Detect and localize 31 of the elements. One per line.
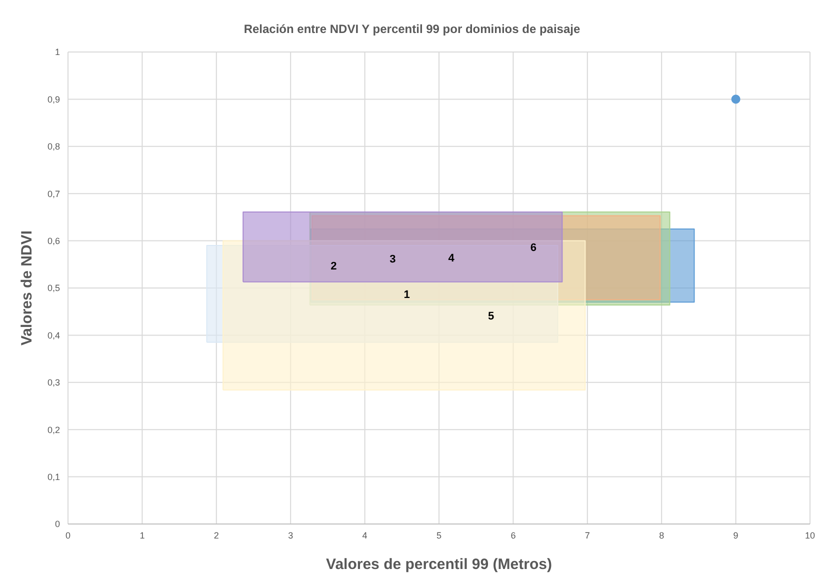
x-tick-label: 9 [733, 530, 738, 540]
y-axis-title: Valores de NDVI [18, 230, 36, 346]
y-tick-label: 1 [54, 47, 60, 58]
chart-title: Relación entre NDVI Y percentil 99 por dominios de paisaje [242, 22, 582, 36]
y-tick-label: 0,3 [47, 378, 60, 388]
x-tick-label: 2 [214, 530, 219, 540]
x-axis-title: Valores de percentil 99 (Metros) [326, 556, 552, 573]
x-tick-label: 10 [804, 530, 816, 540]
x-tick-label: 8 [659, 530, 664, 540]
series-label: 3 [390, 253, 396, 266]
y-tick-label: 0,4 [47, 330, 60, 340]
series-label: 5 [488, 310, 494, 322]
x-tick-label: 3 [288, 530, 294, 540]
series-label: 2 [330, 260, 337, 272]
x-tick-label: 7 [584, 530, 590, 540]
x-tick-label: 1 [140, 530, 145, 540]
y-tick-label: 0,9 [47, 94, 60, 104]
y-tick-label: 0,6 [47, 236, 60, 246]
x-tick-label: 4 [362, 530, 368, 540]
x-tick-label: 0 [65, 530, 71, 540]
x-tick-label: 6 [510, 530, 516, 540]
y-tick-label: 0,8 [47, 142, 60, 152]
y-tick-label: 0,1 [47, 472, 60, 482]
y-tick-label: 0,2 [47, 424, 60, 435]
series-label: 6 [530, 242, 537, 254]
y-tick-label: 0,5 [47, 283, 60, 294]
series-label: 1 [404, 288, 410, 301]
series-label: 4 [448, 252, 456, 265]
y-tick-label: 0,7 [47, 188, 60, 199]
y-tick-label: 0 [54, 519, 60, 530]
x-tick-label: 5 [436, 530, 442, 540]
